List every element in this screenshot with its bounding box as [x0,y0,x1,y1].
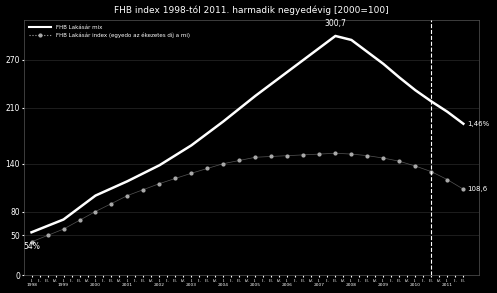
Text: 54%: 54% [23,242,40,251]
Text: 1,46%: 1,46% [467,121,490,127]
Title: FHB index 1998-tól 2011. harmadik negyedévig [2000=100]: FHB index 1998-tól 2011. harmadik negyed… [114,6,389,15]
Legend: FHB Lakásár mix, FHB Lakásár index (egyedo az ékezetes díj a mi): FHB Lakásár mix, FHB Lakásár index (egye… [26,23,192,40]
Text: 300,7: 300,7 [325,19,346,28]
Text: 108,6: 108,6 [467,186,488,192]
